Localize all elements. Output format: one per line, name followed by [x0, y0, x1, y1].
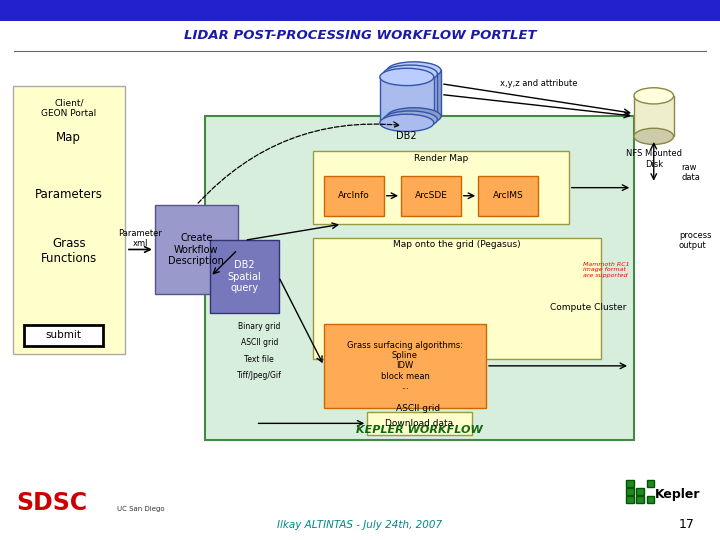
Text: Download data: Download data [385, 419, 454, 428]
Ellipse shape [383, 65, 438, 82]
Text: Client/
GEON Portal: Client/ GEON Portal [41, 98, 96, 118]
FancyBboxPatch shape [313, 238, 601, 359]
Ellipse shape [380, 114, 433, 131]
FancyBboxPatch shape [626, 480, 634, 487]
FancyBboxPatch shape [636, 488, 644, 495]
Text: Text file: Text file [244, 355, 274, 363]
Text: ASCII grid: ASCII grid [240, 339, 278, 347]
FancyBboxPatch shape [367, 412, 472, 435]
FancyBboxPatch shape [383, 74, 438, 120]
Text: UC San Diego: UC San Diego [117, 505, 164, 512]
Text: NFS Mounted
Disk: NFS Mounted Disk [626, 150, 682, 168]
FancyBboxPatch shape [626, 496, 634, 503]
Text: Ilkay ALTINTAS - July 24th, 2007: Ilkay ALTINTAS - July 24th, 2007 [277, 520, 443, 530]
Text: ArcSDE: ArcSDE [415, 191, 447, 200]
Ellipse shape [387, 62, 441, 79]
FancyBboxPatch shape [0, 0, 720, 21]
Ellipse shape [383, 111, 438, 128]
Text: Map onto the grid (Pegasus): Map onto the grid (Pegasus) [393, 240, 521, 248]
Ellipse shape [634, 128, 674, 144]
FancyBboxPatch shape [626, 488, 634, 495]
Text: submit: submit [45, 330, 81, 340]
Text: ArcInfo: ArcInfo [338, 191, 370, 200]
Text: process
output: process output [679, 231, 711, 250]
FancyBboxPatch shape [647, 480, 654, 487]
FancyBboxPatch shape [155, 205, 238, 294]
Text: Compute Cluster: Compute Cluster [550, 303, 626, 312]
Text: Parameters: Parameters [35, 188, 103, 201]
Text: ArcIMS: ArcIMS [492, 191, 523, 200]
FancyBboxPatch shape [380, 77, 433, 123]
Ellipse shape [634, 87, 674, 104]
Ellipse shape [380, 68, 433, 85]
Text: ASCII grid: ASCII grid [395, 404, 440, 413]
FancyBboxPatch shape [636, 496, 644, 503]
Text: LIDAR POST-PROCESSING WORKFLOW PORTLET: LIDAR POST-PROCESSING WORKFLOW PORTLET [184, 29, 536, 42]
Text: Kepler: Kepler [655, 488, 701, 501]
Text: Render Map: Render Map [414, 154, 468, 163]
FancyBboxPatch shape [634, 96, 674, 136]
Text: Create
Workflow
Description: Create Workflow Description [168, 233, 224, 266]
FancyBboxPatch shape [387, 71, 441, 117]
Text: KEPLER WORKFLOW: KEPLER WORKFLOW [356, 426, 483, 435]
Text: Tiff/Jpeg/Gif: Tiff/Jpeg/Gif [237, 371, 282, 380]
Text: Map: Map [56, 131, 81, 144]
Text: SDSC: SDSC [17, 491, 87, 515]
FancyBboxPatch shape [324, 176, 384, 216]
Ellipse shape [387, 108, 441, 125]
FancyBboxPatch shape [313, 151, 569, 224]
Text: Grass
Functions: Grass Functions [40, 237, 97, 265]
Text: Mammoth RC1
image format
are supported: Mammoth RC1 image format are supported [583, 262, 630, 278]
FancyBboxPatch shape [205, 116, 634, 440]
Text: Binary grid: Binary grid [238, 322, 280, 331]
FancyBboxPatch shape [478, 176, 538, 216]
Text: Parameter
xml: Parameter xml [119, 229, 162, 248]
Text: Grass surfacing algorithms:
Spline
IDW
block mean
...: Grass surfacing algorithms: Spline IDW b… [347, 341, 463, 391]
FancyBboxPatch shape [24, 325, 103, 346]
Text: DB2: DB2 [397, 131, 417, 141]
FancyBboxPatch shape [647, 496, 654, 503]
Text: DB2
Spatial
query: DB2 Spatial query [228, 260, 261, 293]
FancyBboxPatch shape [210, 240, 279, 313]
FancyBboxPatch shape [324, 324, 486, 408]
Text: raw
data: raw data [681, 163, 700, 183]
FancyBboxPatch shape [401, 176, 461, 216]
FancyBboxPatch shape [13, 86, 125, 354]
Text: x,y,z and attribute: x,y,z and attribute [500, 79, 577, 88]
Text: 17: 17 [679, 518, 695, 531]
